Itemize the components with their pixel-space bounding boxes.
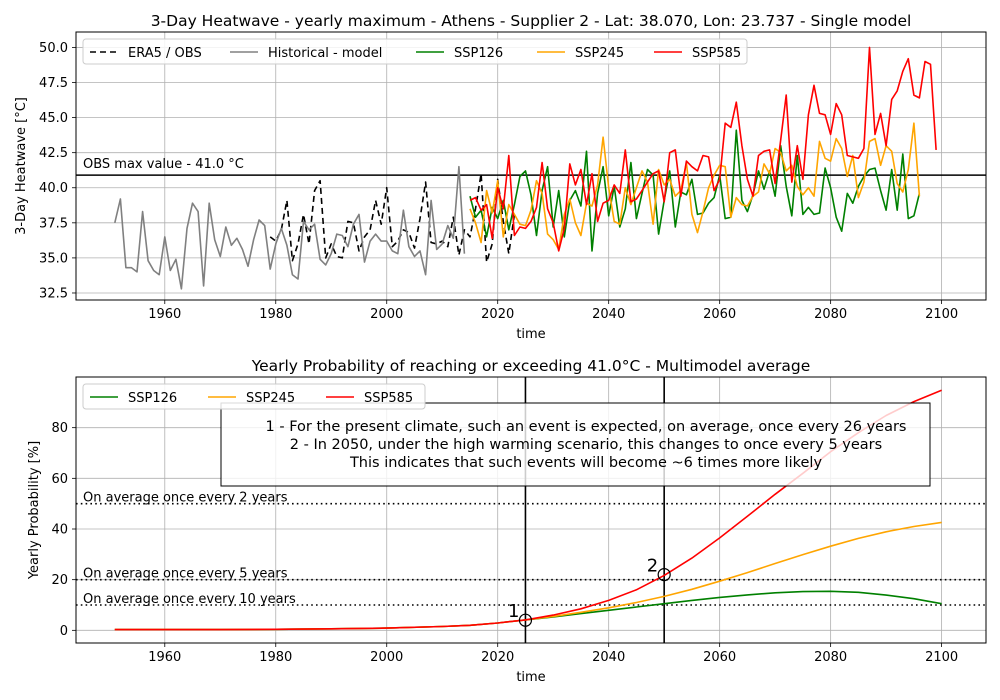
chart2-xtick-label: 1960: [148, 650, 181, 665]
chart1-ytick-label: 37.5: [39, 216, 68, 231]
chart2-return-period-label-1: On average once every 5 years: [83, 567, 288, 582]
chart2-marker-label-2: 2: [647, 556, 658, 577]
chart1-xtick-label: 2080: [814, 307, 847, 322]
chart2-group: Yearly Probability of reaching or exceed…: [27, 357, 987, 685]
chart2-ytick-label: 40: [51, 523, 68, 538]
chart1-axes-frame: [75, 31, 987, 301]
chart1-obs-max-label: OBS max value - 41.0 °C: [83, 157, 244, 172]
chart2-axes-frame: [75, 376, 987, 644]
chart1-ytick-label: 47.5: [39, 76, 68, 91]
chart1-series-era5-obs: [269, 172, 516, 263]
chart1-plot-area: [76, 46, 986, 290]
chart1-x-axis-label: time: [516, 327, 545, 342]
chart2-legend-label-3: SSP585: [364, 391, 413, 406]
chart2-legend-label-2: SSP245: [246, 391, 295, 406]
chart2-legend-label-1: SSP126: [128, 391, 177, 406]
chart1-xtick-label: 2000: [370, 307, 403, 322]
chart2-xtick-label: 2060: [703, 650, 736, 665]
chart1-title: 3-Day Heatwave - yearly maximum - Athens…: [151, 12, 912, 30]
chart2-legend: SSP126 SSP245 SSP585: [82, 383, 426, 410]
chart1-legend: ERA5 / OBS Historical - model SSP126 SSP245…: [82, 38, 748, 65]
chart2-annotation-line-3: This indicates that such events will bec…: [349, 455, 822, 471]
chart1-xtick-label: 2020: [481, 307, 514, 322]
chart1-ytick-label: 50.0: [39, 41, 68, 56]
chart1-xtick-label: 2060: [703, 307, 736, 322]
chart1-legend-frame: [82, 38, 748, 65]
chart2-return-period-label-0: On average once every 2 years: [83, 491, 288, 506]
chart1-legend-label-1: ERA5 / OBS: [128, 46, 202, 61]
chart1-ytick-label: 32.5: [39, 286, 68, 301]
chart2-xtick-label: 2100: [925, 650, 958, 665]
chart1-ytick-label: 45.0: [39, 111, 68, 126]
chart2-y-axis-label: Yearly Probability [%]: [27, 441, 42, 580]
chart1-group: 3-Day Heatwave - yearly maximum - Athens…: [14, 12, 987, 342]
chart2-annotation-frame: [220, 402, 931, 487]
chart1-xtick-label: 1960: [148, 307, 181, 322]
chart2-xtick-label: 2020: [481, 650, 514, 665]
chart2-x-axis-label: time: [516, 670, 545, 685]
chart1-series-ssp126: [469, 129, 921, 252]
chart1-ytick-label: 42.5: [39, 146, 68, 161]
chart2-annotation-line-1: 1 - For the present climate, such an eve…: [266, 419, 907, 435]
chart2-marker-circle-1: [518, 613, 533, 627]
chart2-annotation-box: 1 - For the present climate, such an eve…: [220, 402, 931, 487]
chart1-ytick-label: 35.0: [39, 251, 68, 266]
chart2-ytick-label: 0: [60, 624, 68, 639]
chart1-series-ssp585: [469, 46, 937, 252]
chart2-ytick-label: 20: [51, 573, 68, 588]
chart2-xtick-label: 2000: [370, 650, 403, 665]
chart1-y-axis-label: 3-Day Heatwave [°C]: [14, 97, 29, 235]
chart1-legend-label-3: SSP126: [454, 46, 503, 61]
chart1-ytick-label: 40.0: [39, 181, 68, 196]
chart2-marker-circle-2: [657, 567, 671, 582]
chart2-legend-frame: [82, 383, 426, 410]
chart1-xtick-label: 2040: [592, 307, 625, 322]
chart2-xtick-label: 2040: [592, 650, 625, 665]
chart2-xtick-label: 2080: [814, 650, 847, 665]
chart2-annotation-line-2: 2 - In 2050, under the high warming scen…: [290, 437, 882, 453]
chart2-return-period-label-2: On average once every 10 years: [83, 592, 296, 607]
chart1-xtick-label: 1980: [259, 307, 292, 322]
chart1-series-ssp245: [469, 122, 921, 251]
chart2-marker-label-1: 1: [508, 601, 519, 622]
chart1-series-historical-model: [114, 165, 466, 290]
chart1-legend-label-5: SSP585: [692, 46, 741, 61]
chart2-ytick-label: 60: [51, 472, 68, 487]
chart1-legend-label-2: Historical - model: [268, 46, 382, 61]
chart1-xtick-label: 2100: [925, 307, 958, 322]
chart2-ytick-label: 80: [51, 421, 68, 436]
chart1-legend-label-4: SSP245: [575, 46, 624, 61]
chart2-title: Yearly Probability of reaching or exceed…: [251, 357, 811, 375]
chart2-xtick-label: 1980: [259, 650, 292, 665]
